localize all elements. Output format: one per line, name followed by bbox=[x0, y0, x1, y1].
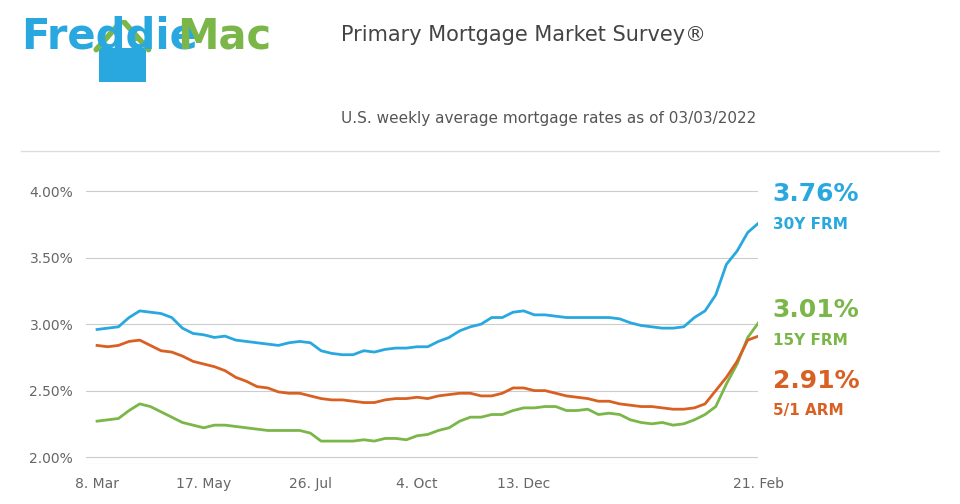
Text: U.S. weekly average mortgage rates as of 03/03/2022: U.S. weekly average mortgage rates as of… bbox=[341, 111, 756, 126]
Text: 30Y FRM: 30Y FRM bbox=[773, 217, 848, 232]
Text: Mac: Mac bbox=[178, 15, 272, 57]
Text: 5/1 ARM: 5/1 ARM bbox=[773, 403, 844, 418]
Text: Primary Mortgage Market Survey®: Primary Mortgage Market Survey® bbox=[341, 25, 706, 45]
Bar bbox=[99, 48, 146, 83]
Text: 3.76%: 3.76% bbox=[773, 182, 859, 206]
Text: 3.01%: 3.01% bbox=[773, 298, 859, 322]
Text: 2.91%: 2.91% bbox=[773, 368, 859, 393]
Bar bbox=[129, 27, 137, 41]
Text: Freddie: Freddie bbox=[21, 15, 198, 57]
Text: 15Y FRM: 15Y FRM bbox=[773, 333, 848, 348]
